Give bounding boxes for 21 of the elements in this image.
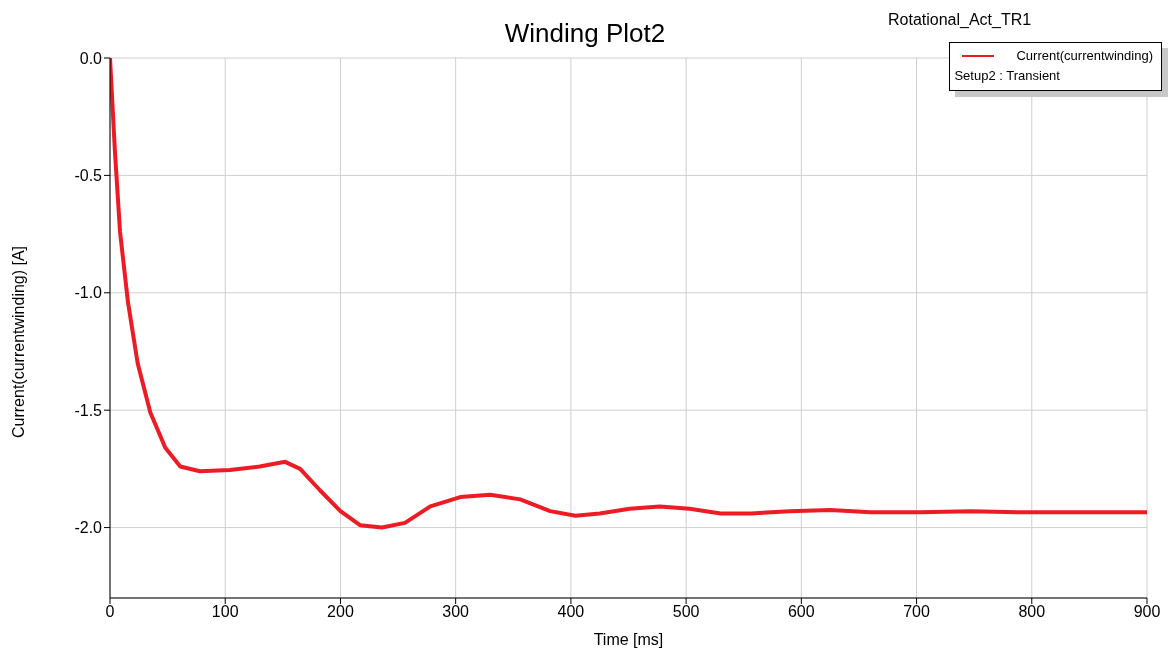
y-tick-label: -0.5 [74, 167, 103, 185]
x-tick-label: 900 [1133, 603, 1161, 621]
x-tick-label: 600 [787, 603, 815, 621]
y-tick-label: -1.5 [74, 401, 103, 419]
x-tick-label: 300 [442, 603, 470, 621]
x-tick-label: 100 [211, 603, 239, 621]
annotation: Setup2 : Transient [954, 67, 1061, 85]
y-tick-label: -2.0 [74, 519, 103, 537]
x-tick-label: 500 [672, 603, 700, 621]
y-tick-label: -1.0 [74, 284, 103, 302]
x-tick-label: 0 [105, 603, 115, 621]
chart-title: Winding Plot2 [504, 18, 666, 48]
y-axis-title: Current(currentwinding) [A] [9, 245, 27, 438]
x-tick-label: 800 [1018, 603, 1046, 621]
x-tick-label: 700 [903, 603, 930, 621]
x-tick-label: 200 [327, 603, 354, 621]
y-tick-label: 0.0 [79, 49, 103, 67]
x-axis-title: Time [ms] [593, 631, 664, 648]
x-tick-label: 400 [557, 603, 585, 621]
chart-subtitle: Rotational_Act_TR1 [888, 10, 1032, 30]
legend-label: Current(currentwinding) [1016, 47, 1153, 65]
